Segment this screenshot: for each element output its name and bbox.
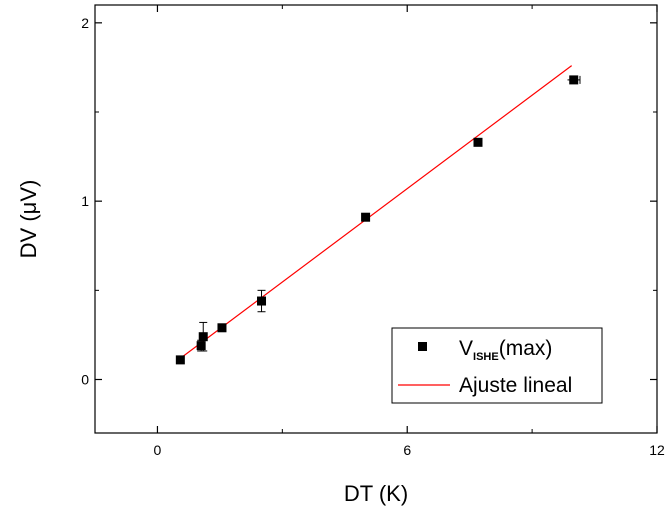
data-point (217, 323, 227, 333)
data-point (175, 355, 185, 365)
data-point (473, 137, 483, 147)
plot-frame (94, 4, 658, 434)
data-point (196, 341, 206, 351)
x-tick-label: 0 (154, 442, 162, 458)
legend-vishe-main: V (459, 337, 473, 360)
x-tick-label: 6 (403, 442, 411, 458)
data-point (257, 296, 267, 306)
legend-entry-vishe: VISHE(max) (459, 337, 552, 363)
legend: VISHE(max) Ajuste lineal (391, 327, 603, 404)
fit-line (177, 65, 573, 361)
data-point (361, 212, 371, 222)
legend-marker-square (418, 342, 427, 351)
y-axis-label: DV (μV) (16, 180, 41, 259)
legend-entry-fit: Ajuste lineal (459, 374, 572, 397)
legend-vishe-sub: ISHE (473, 351, 499, 363)
legend-vishe-tail: (max) (499, 337, 553, 360)
data-point (569, 75, 579, 85)
y-tick-label: 2 (81, 15, 89, 31)
x-tick-label: 12 (649, 442, 665, 458)
legend-box (391, 327, 603, 404)
y-tick-label: 1 (81, 193, 89, 209)
x-axis-label: DT (K) (344, 481, 408, 506)
data-point (198, 332, 208, 342)
y-tick-label: 0 (81, 372, 89, 388)
